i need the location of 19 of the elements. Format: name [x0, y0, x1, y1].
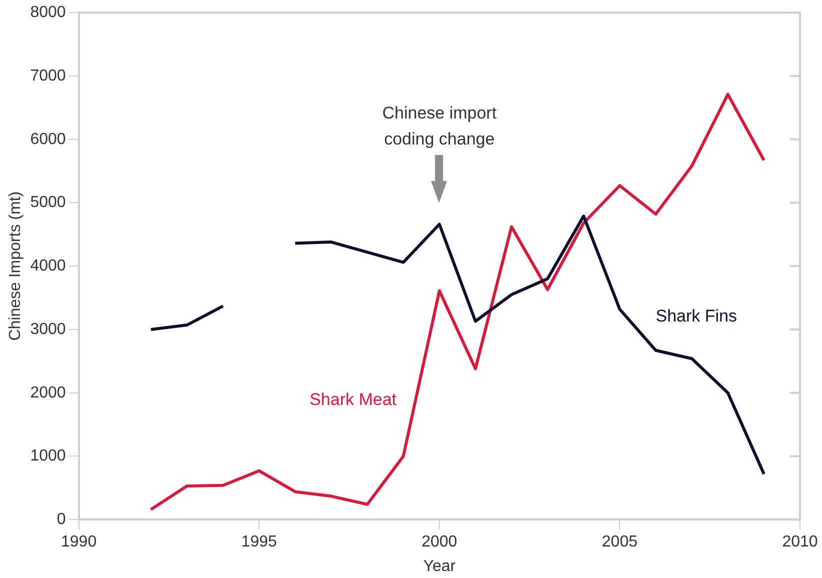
x-tick-label: 2010 [782, 534, 818, 551]
series-label: Shark Meat [310, 390, 397, 410]
y-tick-label: 1000 [30, 448, 66, 465]
x-tick-label: 1990 [60, 534, 97, 551]
y-axis-title: Chinese Imports (mt) [7, 191, 24, 341]
y-tick-label: 7000 [30, 67, 66, 84]
annotation: Chinese import coding change [382, 104, 497, 149]
y-tick-label: 6000 [30, 130, 66, 148]
y-tick-label: 4000 [30, 258, 66, 275]
y-tick-label: 5000 [30, 194, 66, 212]
y-tick-label: 8000 [30, 4, 66, 22]
x-axis-title: Year [423, 558, 456, 575]
x-tick-label: 1995 [241, 534, 277, 551]
y-tick-label: 0 [56, 511, 66, 528]
x-tick-label: 2000 [422, 534, 458, 551]
x-tick-label: 2005 [602, 534, 638, 551]
y-tick-label: 2000 [30, 384, 66, 402]
series-label: Shark Fins [656, 306, 738, 326]
y-tick-label: 3000 [30, 320, 66, 338]
